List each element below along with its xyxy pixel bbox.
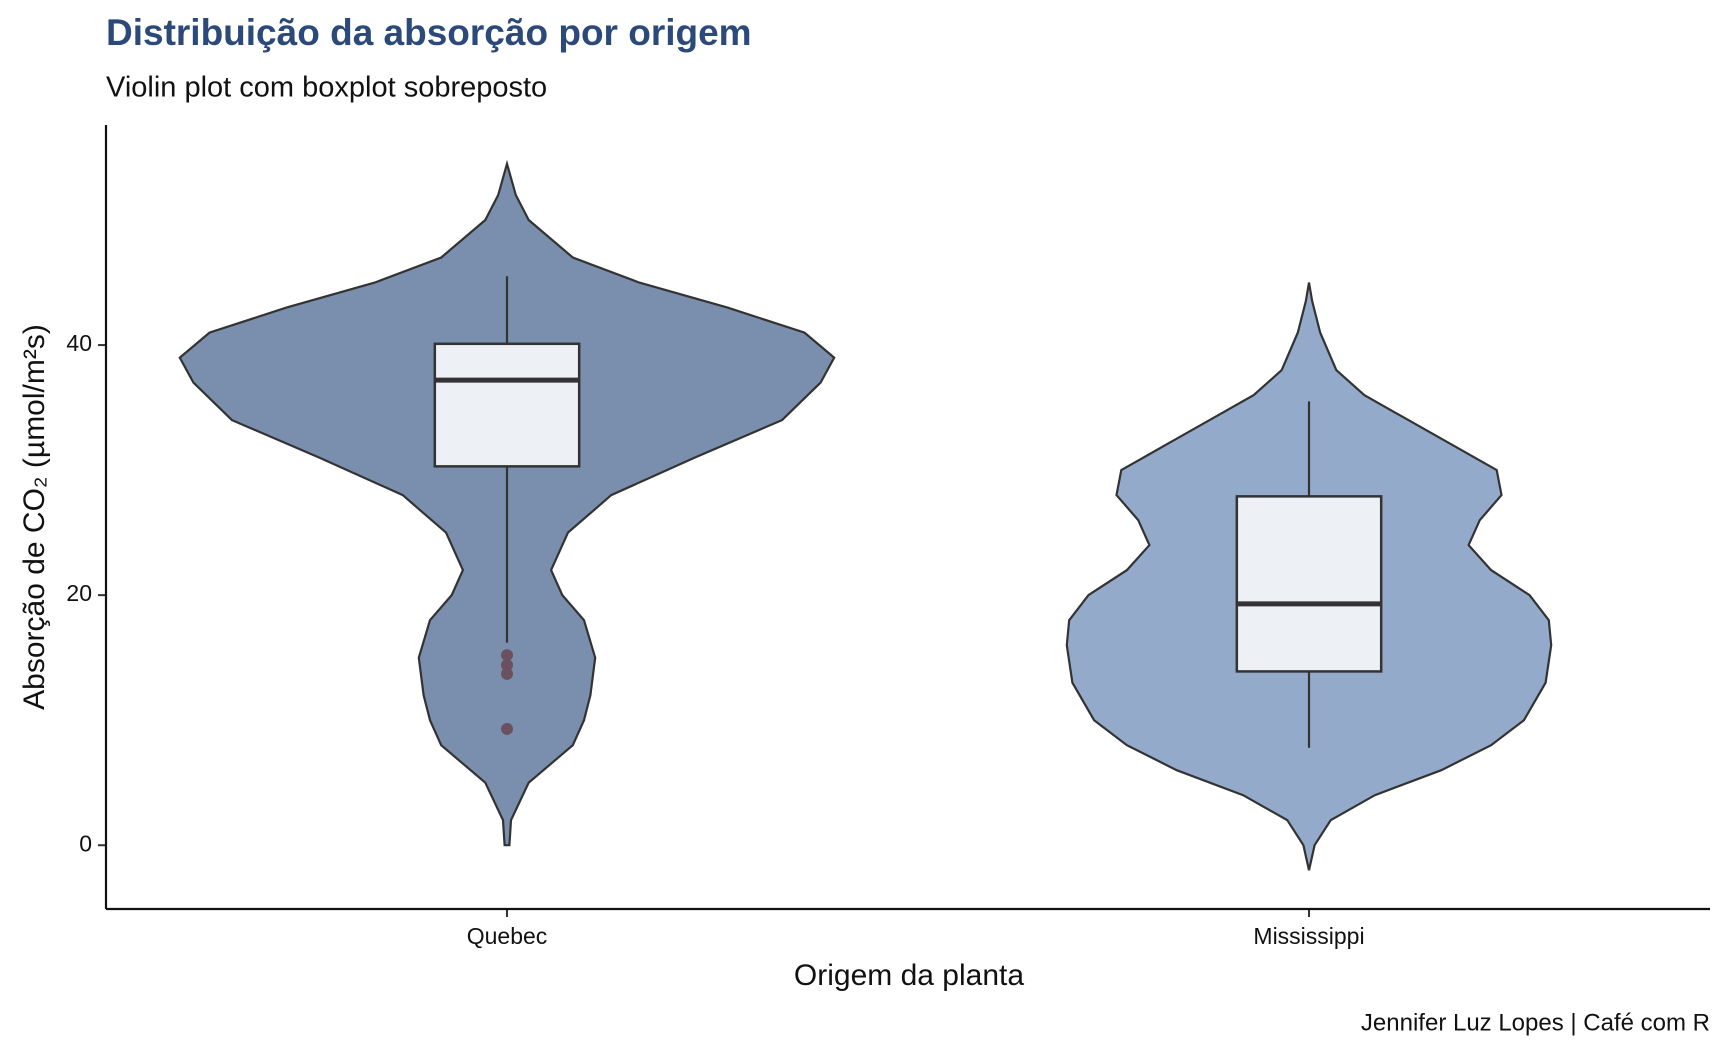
outlier: [501, 659, 513, 672]
chart-title: Distribuição da absorção por origem: [106, 12, 752, 53]
y-axis-title: Absorção de CO₂ (µmol/m²s): [18, 324, 51, 710]
y-tick-label: 40: [66, 330, 92, 356]
outlier: [501, 722, 513, 735]
x-tick-label: Mississippi: [1253, 923, 1364, 949]
caption: Jennifer Luz Lopes | Café com R: [1361, 1009, 1710, 1036]
x-axis-title: Origem da planta: [794, 959, 1024, 992]
outlier: [501, 649, 513, 662]
box: [1235, 495, 1383, 673]
box: [433, 342, 581, 468]
y-tick-label: 20: [66, 580, 92, 606]
y-tick-label: 0: [79, 830, 92, 856]
outlier: [501, 667, 513, 680]
chart-subtitle: Violin plot com boxplot sobreposto: [106, 72, 547, 104]
x-tick-label: Quebec: [467, 923, 548, 949]
